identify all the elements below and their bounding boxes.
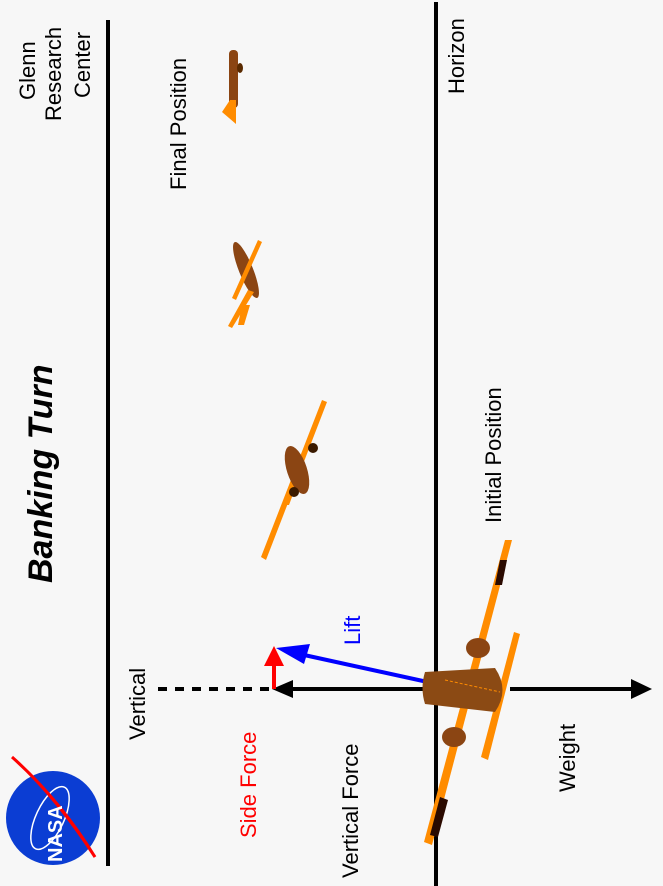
vertical-force-arrowhead-icon — [272, 680, 293, 698]
svg-text:NASA: NASA — [45, 805, 67, 862]
vertical-label: Vertical — [125, 667, 150, 740]
side-force-arrowhead-icon — [264, 646, 284, 666]
lift-label: Lift — [340, 615, 365, 645]
airplane-final-position — [222, 50, 243, 124]
nasa-logo-icon: NASA — [6, 755, 100, 865]
weight-arrowhead-icon — [631, 679, 652, 699]
vertical-force-label: Vertical Force — [338, 743, 363, 879]
diagram-title: Banking Turn — [22, 364, 60, 584]
airplane-initial-position — [422, 540, 520, 845]
horizon-label: Horizon — [444, 18, 469, 94]
lift-arrowhead-icon — [276, 644, 310, 664]
initial-position-label: Initial Position — [481, 387, 506, 523]
airplane-mid-turn — [261, 400, 327, 560]
org-name-line3: Center — [70, 31, 95, 98]
side-force-label: Side Force — [236, 731, 261, 838]
final-position-label: Final Position — [166, 57, 191, 190]
org-name-line1: Glenn — [15, 41, 40, 100]
org-name-line2: Research — [41, 26, 66, 121]
weight-label: Weight — [555, 723, 580, 792]
airplane-steep-bank — [228, 240, 262, 328]
